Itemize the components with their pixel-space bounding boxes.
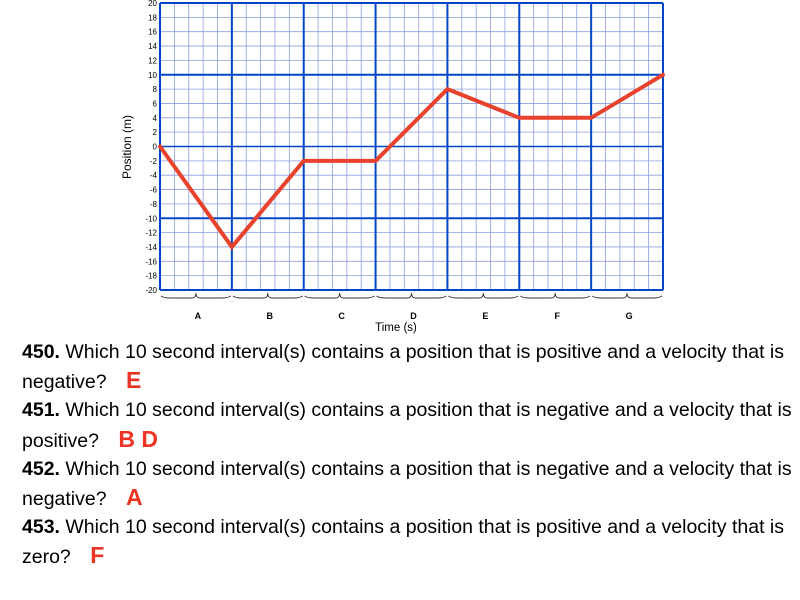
y-tick-label: -6 — [150, 186, 158, 195]
y-tick-label: 6 — [153, 99, 158, 108]
y-tick-label: 4 — [153, 114, 158, 123]
y-tick-label: -14 — [145, 243, 157, 252]
y-tick-label: 8 — [153, 85, 158, 94]
interval-label: E — [482, 311, 488, 321]
interval-brace — [591, 292, 663, 299]
interval-label: C — [338, 311, 345, 321]
y-tick-label: -20 — [145, 286, 157, 295]
interval-labels: A B C D E F G — [195, 311, 633, 321]
question-number: 452. — [22, 457, 60, 480]
interval-label: A — [195, 311, 202, 321]
y-tick-label: -18 — [145, 272, 157, 281]
question-number: 451. — [22, 399, 60, 422]
position-line — [158, 72, 665, 251]
question-text: Which 10 second interval(s) contains a p… — [22, 457, 792, 511]
question-list: 450. Which 10 second interval(s) contain… — [22, 338, 792, 572]
interval-braces — [160, 292, 663, 299]
interval-brace — [376, 292, 447, 299]
question-453: 453. Which 10 second interval(s) contain… — [22, 513, 792, 571]
interval-label: D — [410, 311, 417, 321]
question-452: 452. Which 10 second interval(s) contain… — [22, 455, 792, 513]
interval-brace — [232, 292, 303, 299]
y-tick-label: -16 — [145, 257, 157, 266]
y-tick-label: 14 — [148, 42, 157, 51]
answer-label: A — [126, 484, 143, 511]
question-text: Which 10 second interval(s) contains a p… — [22, 341, 784, 394]
interval-label: B — [267, 311, 274, 321]
major-grid — [159, 2, 664, 291]
position-time-chart: 20181614121086420-2-4-6-8-10-12-14-16-18… — [120, 0, 665, 334]
interval-label: G — [626, 311, 633, 321]
y-tick-label: 12 — [148, 56, 157, 65]
y-tick-label: 16 — [148, 28, 157, 37]
interval-brace — [520, 292, 591, 299]
y-tick-label: -4 — [150, 171, 158, 180]
y-tick-label: -10 — [145, 214, 157, 223]
question-450: 450. Which 10 second interval(s) contain… — [22, 338, 792, 396]
interval-brace — [448, 292, 519, 299]
series-layer — [158, 72, 665, 251]
y-tick-label: 10 — [148, 71, 157, 80]
answer-label: E — [126, 367, 142, 394]
answer-label: F — [90, 542, 105, 569]
interval-brace — [304, 292, 375, 299]
y-axis-label: Position (m) — [120, 115, 134, 179]
y-tick-label: 18 — [148, 13, 157, 22]
y-tick-label: -2 — [150, 157, 158, 166]
y-tick-label: 20 — [148, 0, 157, 8]
y-tick-label: -8 — [150, 200, 158, 209]
answer-label: B D — [118, 425, 159, 452]
y-tick-label: 2 — [153, 128, 158, 137]
question-number: 450. — [22, 341, 60, 363]
y-tick-label: -12 — [145, 229, 157, 238]
interval-brace — [160, 292, 232, 299]
question-451: 451. Which 10 second interval(s) contain… — [22, 396, 792, 454]
interval-label: F — [554, 311, 560, 321]
question-number: 453. — [22, 516, 60, 539]
question-text: Which 10 second interval(s) contains a p… — [22, 516, 784, 569]
question-text: Which 10 second interval(s) contains a p… — [22, 399, 792, 452]
y-tick-label: 0 — [153, 143, 158, 152]
x-axis-label: Time (s) — [375, 322, 417, 334]
y-tick-labels: 20181614121086420-2-4-6-8-10-12-14-16-18… — [145, 0, 157, 295]
